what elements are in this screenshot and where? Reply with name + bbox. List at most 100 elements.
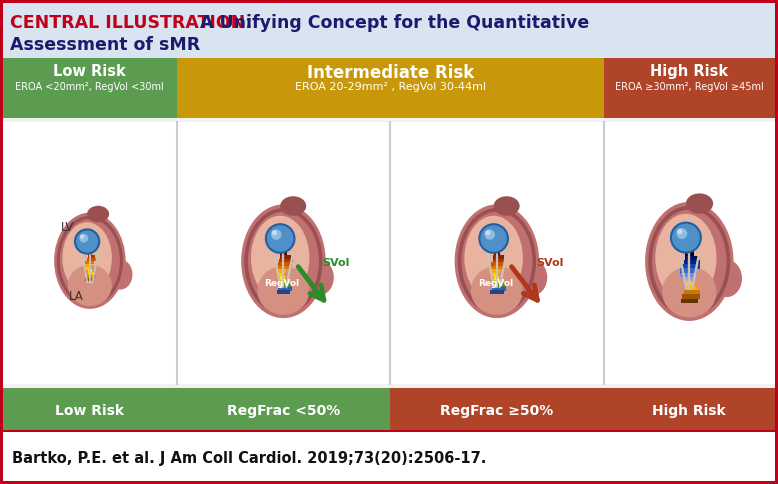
FancyBboxPatch shape xyxy=(88,253,92,256)
FancyBboxPatch shape xyxy=(3,58,775,430)
FancyBboxPatch shape xyxy=(88,256,96,258)
Circle shape xyxy=(75,229,100,254)
Ellipse shape xyxy=(464,216,523,300)
Text: A Unifying Concept for the Quantitative: A Unifying Concept for the Quantitative xyxy=(194,14,589,32)
FancyBboxPatch shape xyxy=(685,251,693,256)
Text: Low Risk: Low Risk xyxy=(55,404,124,418)
FancyBboxPatch shape xyxy=(682,264,699,269)
FancyBboxPatch shape xyxy=(88,272,96,275)
Circle shape xyxy=(479,224,508,253)
Text: EROA ≥30mm², RegVol ≥45ml: EROA ≥30mm², RegVol ≥45ml xyxy=(615,82,764,92)
Text: High Risk: High Risk xyxy=(650,64,728,79)
FancyBboxPatch shape xyxy=(280,252,287,256)
Circle shape xyxy=(80,234,84,239)
Ellipse shape xyxy=(62,222,112,294)
FancyBboxPatch shape xyxy=(85,264,91,267)
Ellipse shape xyxy=(87,206,109,222)
FancyBboxPatch shape xyxy=(3,122,177,384)
Text: RegFrac <50%: RegFrac <50% xyxy=(227,404,340,418)
FancyBboxPatch shape xyxy=(490,290,504,294)
FancyBboxPatch shape xyxy=(390,122,604,384)
Text: Bartko, P.E. et al. J Am Coll Cardiol. 2019;73(20):2506-17.: Bartko, P.E. et al. J Am Coll Cardiol. 2… xyxy=(12,451,486,466)
Ellipse shape xyxy=(471,266,523,315)
FancyBboxPatch shape xyxy=(3,388,177,430)
Text: Low Risk: Low Risk xyxy=(54,64,126,79)
FancyBboxPatch shape xyxy=(86,261,94,264)
Ellipse shape xyxy=(454,204,539,318)
Text: LA: LA xyxy=(68,290,83,303)
FancyBboxPatch shape xyxy=(491,262,506,266)
FancyBboxPatch shape xyxy=(3,58,177,118)
FancyBboxPatch shape xyxy=(493,255,504,259)
FancyBboxPatch shape xyxy=(685,281,692,286)
FancyBboxPatch shape xyxy=(279,258,293,262)
Ellipse shape xyxy=(711,260,742,297)
Text: LV: LV xyxy=(61,221,75,234)
Ellipse shape xyxy=(662,267,717,318)
Text: RegVol: RegVol xyxy=(265,279,300,288)
FancyBboxPatch shape xyxy=(685,286,697,290)
FancyBboxPatch shape xyxy=(604,122,775,384)
Ellipse shape xyxy=(107,259,132,289)
FancyBboxPatch shape xyxy=(88,270,92,272)
FancyBboxPatch shape xyxy=(276,269,286,273)
FancyBboxPatch shape xyxy=(492,258,506,262)
FancyBboxPatch shape xyxy=(493,252,500,256)
FancyBboxPatch shape xyxy=(276,290,290,294)
Circle shape xyxy=(676,228,687,239)
FancyBboxPatch shape xyxy=(682,294,700,299)
FancyBboxPatch shape xyxy=(493,276,499,280)
Circle shape xyxy=(271,229,282,240)
Circle shape xyxy=(266,224,295,253)
FancyBboxPatch shape xyxy=(683,277,691,282)
FancyBboxPatch shape xyxy=(491,272,498,276)
FancyBboxPatch shape xyxy=(280,280,289,284)
FancyBboxPatch shape xyxy=(604,388,775,430)
Ellipse shape xyxy=(68,265,112,306)
Ellipse shape xyxy=(686,194,713,214)
Ellipse shape xyxy=(251,216,310,300)
FancyBboxPatch shape xyxy=(684,260,700,265)
Text: RegFrac ≥50%: RegFrac ≥50% xyxy=(440,404,553,418)
Ellipse shape xyxy=(54,212,125,309)
Ellipse shape xyxy=(241,204,326,318)
Text: SVol: SVol xyxy=(322,258,350,268)
Text: RegVol: RegVol xyxy=(478,279,513,288)
FancyBboxPatch shape xyxy=(279,283,293,287)
FancyBboxPatch shape xyxy=(87,275,96,278)
FancyBboxPatch shape xyxy=(280,255,291,259)
Ellipse shape xyxy=(280,196,307,216)
FancyBboxPatch shape xyxy=(86,278,94,281)
FancyBboxPatch shape xyxy=(604,58,775,118)
Text: EROA 20-29mm² , RegVol 30-44ml: EROA 20-29mm² , RegVol 30-44ml xyxy=(295,82,485,92)
FancyBboxPatch shape xyxy=(278,262,292,266)
Circle shape xyxy=(79,234,88,242)
FancyBboxPatch shape xyxy=(276,266,289,270)
FancyBboxPatch shape xyxy=(3,3,775,58)
Text: CENTRAL ILLUSTRATION:: CENTRAL ILLUSTRATION: xyxy=(10,14,252,32)
FancyBboxPatch shape xyxy=(280,276,286,280)
FancyBboxPatch shape xyxy=(493,283,506,287)
Ellipse shape xyxy=(518,259,547,295)
FancyBboxPatch shape xyxy=(492,287,506,290)
Circle shape xyxy=(485,229,495,240)
Ellipse shape xyxy=(304,259,334,295)
FancyBboxPatch shape xyxy=(685,256,698,260)
FancyBboxPatch shape xyxy=(279,287,293,290)
Text: SVol: SVol xyxy=(536,258,563,268)
FancyBboxPatch shape xyxy=(177,388,390,430)
Circle shape xyxy=(272,230,277,235)
FancyBboxPatch shape xyxy=(493,280,503,284)
Text: Assessment of sMR: Assessment of sMR xyxy=(10,36,200,54)
Circle shape xyxy=(485,230,490,235)
FancyBboxPatch shape xyxy=(681,299,698,303)
FancyBboxPatch shape xyxy=(87,258,96,261)
FancyBboxPatch shape xyxy=(489,269,499,273)
FancyBboxPatch shape xyxy=(86,267,89,270)
Text: High Risk: High Risk xyxy=(653,404,726,418)
FancyBboxPatch shape xyxy=(680,272,693,277)
FancyBboxPatch shape xyxy=(489,266,503,270)
Ellipse shape xyxy=(258,266,310,315)
Circle shape xyxy=(677,229,682,234)
FancyBboxPatch shape xyxy=(3,432,775,481)
